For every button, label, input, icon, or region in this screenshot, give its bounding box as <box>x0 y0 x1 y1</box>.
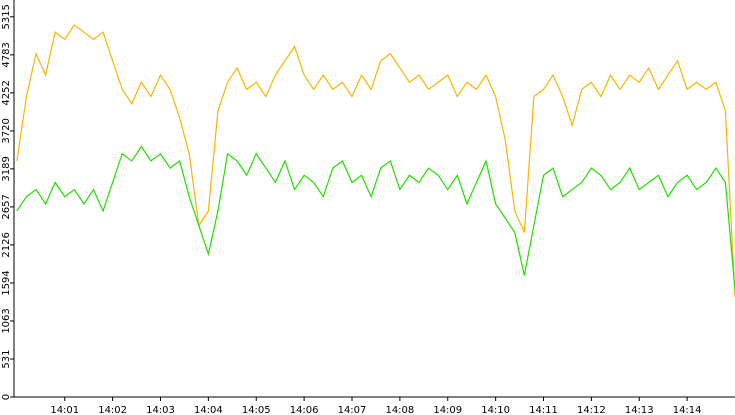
y-tick-label: 1594 <box>1 270 12 295</box>
y-tick-label: 1063 <box>1 308 12 333</box>
x-tick-label: 14:10 <box>481 405 510 415</box>
y-tick-label: 531 <box>1 349 12 368</box>
y-tick-label: 2657 <box>1 194 12 219</box>
x-tick-label: 14:07 <box>338 405 367 415</box>
x-tick-label: 14:13 <box>625 405 654 415</box>
y-tick-label: 3189 <box>1 156 12 181</box>
series-line <box>16 145 735 290</box>
x-tick-label: 14:02 <box>98 405 127 415</box>
x-tick-label: 14:09 <box>433 405 462 415</box>
x-tick-label: 14:05 <box>242 405 271 415</box>
x-tick-label: 14:12 <box>577 405 606 415</box>
y-tick-label: 5315 <box>1 4 12 29</box>
y-tick-label: 4783 <box>1 42 12 67</box>
y-tick-label: 2126 <box>1 232 12 257</box>
y-tick-label: 4252 <box>1 80 12 105</box>
x-tick-label: 14:11 <box>529 405 558 415</box>
x-tick-label: 14:03 <box>146 405 175 415</box>
x-tick-label: 14:06 <box>290 405 319 415</box>
y-tick-label: 0 <box>1 394 12 400</box>
series-line <box>16 24 735 297</box>
x-tick-label: 14:04 <box>194 405 223 415</box>
y-tick-label: 3720 <box>1 118 12 143</box>
x-tick-label: 14:08 <box>385 405 414 415</box>
x-tick-label: 14:01 <box>50 405 79 415</box>
x-tick-label: 14:14 <box>673 405 702 415</box>
